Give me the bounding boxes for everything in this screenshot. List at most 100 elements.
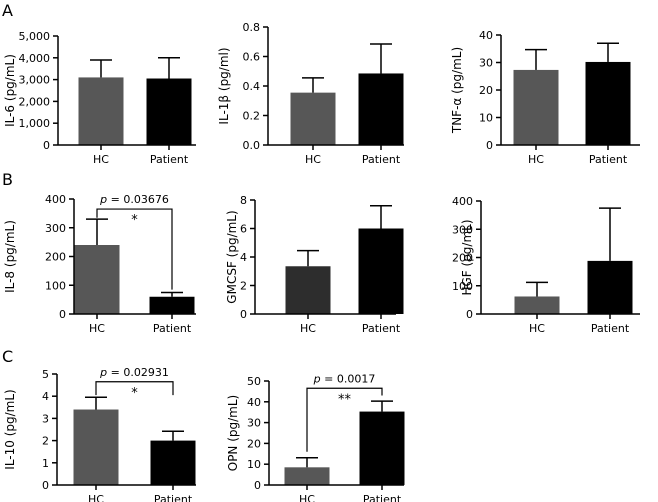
bar-il8-hc [74, 245, 120, 314]
panel-label-b: B [2, 170, 13, 189]
y-tick-label-gmcsf-3: 6 [240, 223, 247, 236]
y-tick-label-il6-3: 3,000 [19, 74, 51, 87]
x-label-tnfa-patient: Patient [589, 153, 628, 166]
y-axis-label-il1b: IL-1β (pg/ml) [217, 47, 231, 124]
y-tick-label-hgf-0: 0 [466, 308, 473, 321]
bar-il6-patient [146, 78, 192, 145]
bar-gmcsf-hc [285, 266, 331, 314]
y-tick-label-il1b-0: 0.0 [243, 139, 261, 152]
significance-stars-il10: * [131, 386, 138, 401]
bar-il8-patient [149, 296, 195, 314]
y-tick-label-il8-0: 0 [59, 308, 66, 321]
x-label-opn-hc: HC [299, 493, 315, 502]
y-tick-label-gmcsf-0: 0 [240, 308, 247, 321]
y-axis-label-opn: OPN (pg/mL) [226, 395, 240, 472]
x-label-hgf-patient: Patient [591, 322, 630, 335]
bar-tnfa-hc [513, 69, 559, 145]
panel-label-a: A [2, 1, 13, 20]
y-tick-label-tnfa-2: 20 [479, 84, 493, 97]
x-label-il6-hc: HC [93, 153, 109, 166]
bar-hgf-patient [587, 260, 633, 314]
y-tick-label-il1b-4: 0.8 [243, 21, 261, 34]
chart-il10: HC Patient 0 1 2 3 4 5 IL-10 (pg/mL) p = 0.02931 * [3, 366, 196, 502]
y-tick-label-hgf-4: 400 [452, 195, 473, 208]
y-tick-label-hgf-2: 200 [452, 252, 473, 265]
x-label-tnfa-hc: HC [528, 153, 544, 166]
p-symbol-opn: p [313, 372, 321, 385]
bar-il10-hc [73, 409, 119, 485]
p-symbol-il8: p [99, 193, 107, 206]
y-tick-label-gmcsf-1: 2 [240, 280, 247, 293]
x-label-il10-hc: HC [88, 493, 104, 502]
charts-group: HC Patient 0 1,000 2,000 3,000 4,000 5,000IL-6 … [3, 21, 640, 502]
y-tick-label-il10-4: 4 [42, 390, 49, 403]
p-value-label-il8: p = 0.03676 [99, 193, 169, 206]
significance-bracket-il8 [96, 208, 173, 290]
y-axis-label-il8: IL-8 (pg/mL) [3, 220, 17, 293]
bar-il6-hc [78, 77, 124, 145]
chart-tnfa: HC Patient 0 10 20 30 40 TNF-α (pg/mL) [450, 29, 640, 166]
y-axis-label-gmcsf: GMCSF (pg/mL) [225, 210, 239, 303]
p-value-label-il10: p = 0.02931 [99, 366, 169, 379]
y-axis-label-hgf: HGF (pg/mL) [460, 219, 474, 295]
chart-il8: HC Patient 0 100 200 300 400 IL-8 (pg/mL) p = 0.… [3, 193, 196, 335]
bar-hgf-hc [514, 296, 560, 314]
y-tick-label-gmcsf-4: 8 [240, 194, 247, 207]
chart-il1b: HC Patient 0.0 0.2 0.4 0.6 0.8 IL-1β (pg/ml) [217, 21, 404, 166]
y-tick-label-il6-5: 5,000 [19, 30, 51, 43]
panel-label-c: C [2, 347, 13, 366]
p-value-label-opn: p = 0.0017 [313, 372, 376, 385]
chart-opn: HC Patient 0 10 20 30 40 50 OPN (pg/mL) p = 0.001… [226, 372, 405, 502]
significance-bracket-il10 [95, 381, 174, 396]
y-tick-label-il8-3: 300 [45, 222, 66, 235]
y-tick-label-il10-3: 3 [42, 412, 49, 425]
y-tick-label-gmcsf-2: 4 [240, 251, 247, 264]
bar-tnfa-patient [585, 61, 631, 146]
y-tick-label-opn-0: 0 [254, 479, 261, 492]
y-tick-label-il8-2: 200 [45, 251, 66, 264]
x-label-gmcsf-patient: Patient [362, 322, 401, 335]
chart-hgf: HC Patient 0 100 200 300 400 HGF (pg/mL) [452, 195, 640, 335]
y-tick-label-opn-1: 10 [247, 458, 261, 471]
bar-il10-patient [150, 440, 196, 485]
x-label-il1b-hc: HC [305, 153, 321, 166]
y-tick-label-tnfa-3: 30 [479, 57, 493, 70]
y-tick-label-tnfa-1: 10 [479, 112, 493, 125]
y-tick-label-il10-5: 5 [42, 368, 49, 381]
bar-opn-patient [359, 411, 405, 485]
chart-il6: HC Patient 0 1,000 2,000 3,000 4,000 5,000IL-6 … [3, 30, 196, 166]
y-tick-label-opn-4: 40 [247, 396, 261, 409]
bar-opn-hc [284, 467, 330, 485]
y-tick-label-tnfa-0: 0 [486, 139, 493, 152]
p-symbol-il10: p [99, 366, 107, 379]
y-axis-label-tnfa: TNF-α (pg/mL) [450, 47, 464, 134]
p-value-il8: = 0.03676 [107, 193, 169, 206]
x-label-il8-hc: HC [89, 322, 105, 335]
significance-bracket-opn [306, 387, 383, 452]
x-label-il6-patient: Patient [150, 153, 189, 166]
y-tick-label-il8-4: 400 [45, 193, 66, 206]
y-tick-label-il1b-1: 0.2 [243, 110, 261, 123]
x-label-il8-patient: Patient [153, 322, 192, 335]
y-tick-label-il6-0: 0 [43, 139, 50, 152]
x-label-gmcsf-hc: HC [300, 322, 316, 335]
y-tick-label-hgf-3: 300 [452, 223, 473, 236]
y-tick-label-il1b-2: 0.4 [243, 80, 261, 93]
y-tick-label-il1b-3: 0.6 [243, 51, 261, 64]
y-tick-label-il10-1: 1 [42, 457, 49, 470]
significance-stars-il8: * [131, 213, 138, 228]
bar-gmcsf-patient [358, 228, 404, 314]
x-label-hgf-hc: HC [529, 322, 545, 335]
y-axis-label-il6: IL-6 (pg/mL) [3, 54, 17, 127]
x-label-il10-patient: Patient [154, 493, 193, 502]
bar-il1b-patient [358, 73, 404, 145]
y-tick-label-il6-2: 2,000 [19, 95, 51, 108]
y-tick-label-opn-2: 20 [247, 437, 261, 450]
y-axis-label-il10: IL-10 (pg/mL) [3, 389, 17, 469]
y-tick-label-il8-1: 100 [45, 279, 66, 292]
bar-il1b-hc [290, 92, 336, 145]
y-tick-label-il6-4: 4,000 [19, 52, 51, 65]
y-tick-label-il6-1: 1,000 [19, 117, 51, 130]
y-tick-label-opn-5: 50 [247, 375, 261, 388]
